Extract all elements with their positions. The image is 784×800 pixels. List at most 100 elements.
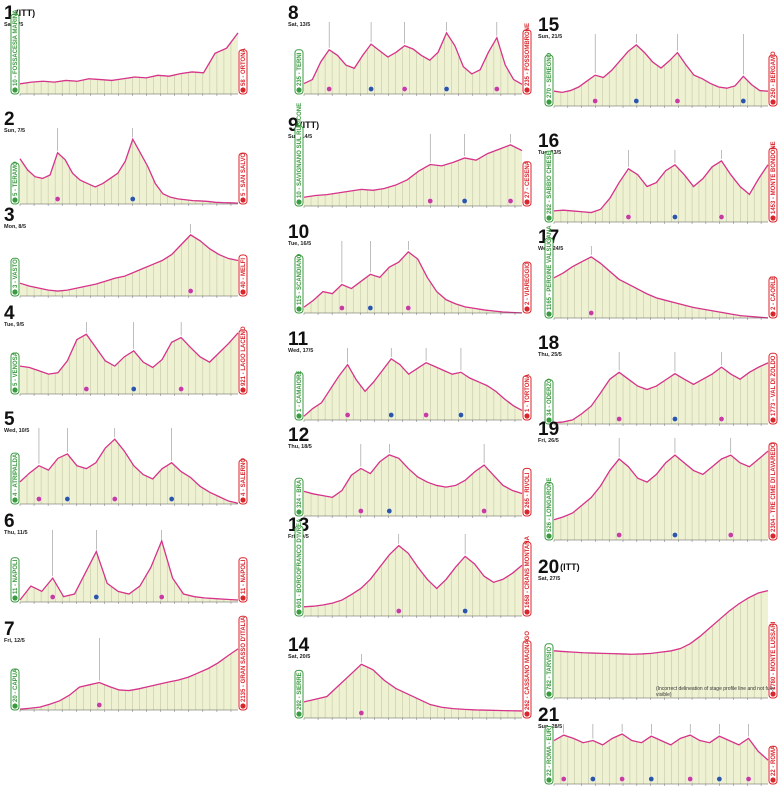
sprint-marker-icon bbox=[178, 386, 184, 392]
elevation-line bbox=[303, 544, 523, 608]
start-location-box: 10 - SAVIGNANO SUL RUBICONE bbox=[294, 103, 304, 207]
finish-box-frame bbox=[768, 745, 778, 785]
stage-number-text: 10 bbox=[288, 222, 310, 243]
stage-9-panel: 9(ITT) Sun, 14/5 10 - SAVIGNANO SUL RUBICO… bbox=[288, 103, 536, 216]
finish-location-box: 1780 - MONTE LUSSARI bbox=[768, 621, 778, 699]
finish-location: 1658 - CRANS MONTANA bbox=[525, 535, 531, 608]
finish-location-box: 27 - CESENA bbox=[522, 160, 532, 207]
stage-number-text: 4 bbox=[4, 303, 15, 324]
finish-location: 1780 - MONTE LUSSARI bbox=[771, 621, 777, 690]
kom-marker-icon bbox=[740, 98, 747, 104]
sprint-marker-icon bbox=[49, 594, 56, 600]
start-box-frame bbox=[544, 237, 554, 319]
stage-number: 18 bbox=[538, 334, 559, 353]
elevation-area bbox=[554, 590, 768, 698]
elevation-area bbox=[20, 234, 238, 296]
stage-6-panel: 6 Thu, 11/5 11 - NAPOLI 11 - NAPOLI bbox=[4, 512, 252, 612]
finish-flag-icon bbox=[524, 413, 530, 419]
stage-number: 1(ITT) bbox=[4, 4, 35, 23]
start-location-box: 282 - SABBIO CHIESE bbox=[544, 150, 554, 223]
start-box-frame bbox=[10, 13, 20, 95]
start-box-frame bbox=[544, 150, 554, 223]
start-flag-icon bbox=[546, 311, 552, 317]
finish-flag-icon bbox=[524, 87, 530, 93]
finish-location: 58 - ORTONA bbox=[241, 47, 247, 86]
stage-number-text: 1 bbox=[4, 3, 15, 24]
start-flag-icon bbox=[296, 306, 302, 312]
start-location-box: 782 - TARVISIO bbox=[544, 643, 554, 699]
elevation-area bbox=[304, 545, 522, 616]
sprint-marker-icon bbox=[616, 532, 622, 538]
finish-location-box: 1453 - MONTE BONDONE bbox=[768, 141, 778, 223]
stage-number-text: 2 bbox=[4, 109, 15, 130]
finish-flag-icon bbox=[524, 711, 530, 717]
elevation-area bbox=[304, 664, 522, 718]
sprint-marker-icon bbox=[687, 776, 693, 782]
stage-number: 20(ITT) bbox=[538, 558, 580, 577]
finish-location: 2 - VIAREGGIO bbox=[525, 262, 531, 305]
start-box-frame bbox=[294, 477, 304, 517]
start-location-box: 22 - ROMA - EUR bbox=[544, 726, 554, 785]
start-location: 10 - SAVIGNANO SUL RUBICONE bbox=[297, 103, 303, 198]
stage-number-text: 5 bbox=[4, 409, 15, 430]
stage-date: Fri, 26/5 bbox=[538, 438, 559, 444]
finish-flag-icon bbox=[524, 509, 530, 515]
start-box-frame bbox=[10, 452, 20, 505]
stage-number: 21 bbox=[538, 706, 559, 725]
kom-marker-icon bbox=[129, 196, 136, 202]
elevation-area bbox=[304, 32, 522, 94]
start-location: 5 - VENOSA bbox=[13, 351, 19, 386]
itt-label: (ITT) bbox=[299, 120, 320, 130]
stage-number: 6 bbox=[4, 512, 15, 531]
elevation-line bbox=[303, 251, 523, 314]
stage-number: 14 bbox=[288, 636, 309, 655]
finish-location-box: 40 - MELFI bbox=[238, 254, 248, 297]
stage-number-text: 12 bbox=[288, 425, 310, 446]
start-flag-icon bbox=[12, 289, 18, 295]
start-location-box: 115 - SCANDIANO bbox=[294, 253, 304, 314]
sprint-marker-icon bbox=[158, 594, 165, 600]
finish-location: 921 - LAGO LACENO bbox=[241, 326, 247, 386]
elevation-line bbox=[19, 648, 239, 710]
finish-location: 4 - SALERNO bbox=[241, 458, 247, 496]
kom-marker-icon bbox=[130, 386, 137, 392]
start-location: 4 - ATRIPALDA bbox=[13, 453, 19, 496]
kom-marker-icon bbox=[64, 496, 71, 502]
stage-5-panel: 5 Wed, 10/5 4 - ATRIPALDA 4 - SALERNO bbox=[4, 410, 252, 514]
stage-number: 4 bbox=[4, 304, 15, 323]
stage-number-text: 19 bbox=[538, 419, 560, 440]
start-location-box: 270 - SEREGNO bbox=[544, 52, 554, 107]
start-flag-icon bbox=[546, 691, 552, 697]
stage-11-panel: 11 Wed, 17/5 1 - CAMAIORE 1 - TORTONA bbox=[288, 330, 536, 430]
finish-flag-icon bbox=[770, 311, 776, 317]
stage-date: Wed, 10/5 bbox=[4, 428, 30, 434]
start-location-box: 10 - FOSSACESIA MARINA bbox=[10, 9, 20, 95]
finish-box-frame bbox=[522, 541, 532, 617]
elevation-line bbox=[553, 44, 769, 94]
start-location: 3 - VASTO bbox=[13, 259, 19, 288]
start-location: 1165 - PERGINE VALSUGANA bbox=[547, 225, 553, 310]
stage-number-text: 18 bbox=[538, 333, 560, 354]
finish-location-box: 58 - ORTONA bbox=[238, 47, 248, 95]
finish-box-frame bbox=[238, 152, 248, 205]
finish-box-frame bbox=[768, 352, 778, 425]
stage-date: Tue, 16/5 bbox=[288, 241, 312, 247]
start-location-box: 4 - ATRIPALDA bbox=[10, 452, 20, 505]
elevation-line bbox=[19, 332, 239, 375]
finish-location-box: 250 - BERGAMO bbox=[768, 51, 778, 107]
finish-flag-icon bbox=[240, 595, 246, 601]
stage-number-text: 6 bbox=[4, 511, 15, 532]
finish-location-box: 921 - LAGO LACENO bbox=[238, 326, 248, 395]
finish-box-frame bbox=[522, 375, 532, 421]
start-flag-icon bbox=[296, 509, 302, 515]
elevation-line bbox=[19, 137, 239, 204]
sprint-marker-icon bbox=[625, 214, 632, 220]
stage-11-profile-chart: 1 - CAMAIORE 1 - TORTONA bbox=[294, 348, 532, 422]
elevation-line bbox=[303, 31, 523, 85]
finish-flag-icon bbox=[240, 87, 246, 93]
stage-date: Thu, 11/5 bbox=[4, 530, 28, 536]
start-location: 11 - NAPOLI bbox=[13, 559, 19, 594]
finish-box-frame bbox=[522, 261, 532, 314]
